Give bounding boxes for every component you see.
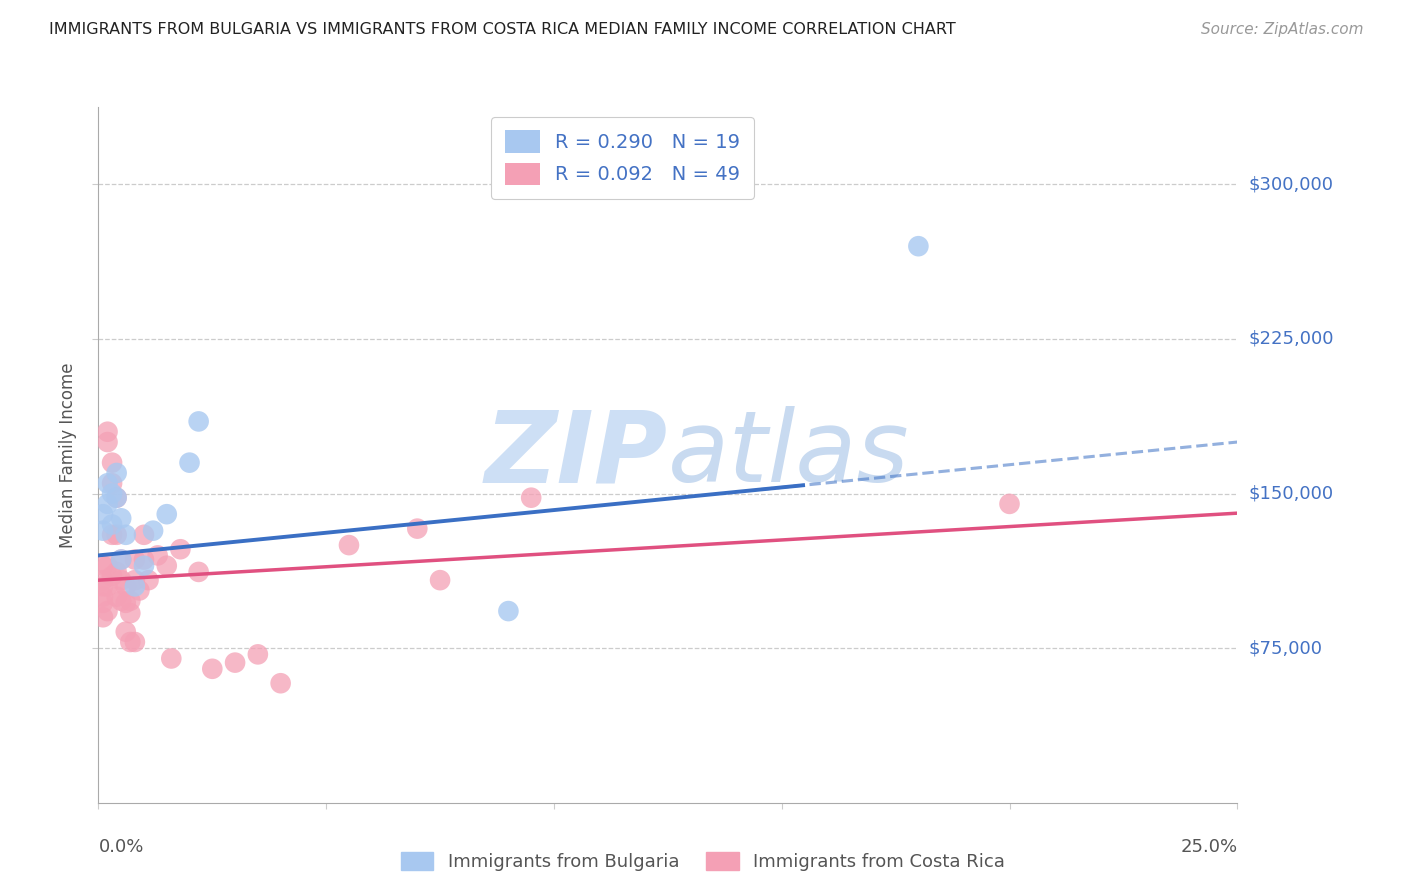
Point: [110, 552, 132, 566]
Point: [132, 558, 155, 573]
Point: [156, 558, 179, 573]
Point: [156, 507, 179, 521]
Point: [105, 565, 128, 579]
Point: [101, 528, 124, 542]
Point: [96, 579, 118, 593]
Point: [179, 456, 201, 470]
Point: [429, 573, 451, 587]
Point: [246, 648, 269, 662]
Point: [201, 662, 224, 676]
Y-axis label: Median Family Income: Median Family Income: [59, 362, 77, 548]
Point: [91, 579, 114, 593]
Point: [124, 579, 146, 593]
Point: [270, 676, 292, 690]
Point: [91, 596, 114, 610]
Point: [187, 414, 209, 428]
Text: Source: ZipAtlas.com: Source: ZipAtlas.com: [1201, 22, 1364, 37]
Point: [101, 517, 124, 532]
Point: [138, 573, 160, 587]
Point: [105, 466, 128, 480]
Point: [105, 590, 128, 604]
Text: 0.0%: 0.0%: [98, 838, 143, 855]
Point: [120, 594, 142, 608]
Point: [142, 524, 165, 538]
Point: [110, 552, 132, 566]
Point: [105, 528, 128, 542]
Point: [124, 573, 146, 587]
Point: [91, 524, 114, 538]
Point: [96, 435, 118, 450]
Text: IMMIGRANTS FROM BULGARIA VS IMMIGRANTS FROM COSTA RICA MEDIAN FAMILY INCOME CORR: IMMIGRANTS FROM BULGARIA VS IMMIGRANTS F…: [49, 22, 956, 37]
Point: [91, 590, 114, 604]
Text: $150,000: $150,000: [1249, 484, 1333, 502]
Point: [110, 573, 132, 587]
Point: [132, 552, 155, 566]
Text: $300,000: $300,000: [1249, 176, 1333, 194]
Point: [120, 635, 142, 649]
Point: [114, 528, 136, 542]
Legend: Immigrants from Bulgaria, Immigrants from Costa Rica: Immigrants from Bulgaria, Immigrants fro…: [394, 845, 1012, 879]
Point: [187, 565, 209, 579]
Point: [124, 552, 146, 566]
Point: [96, 497, 118, 511]
Text: ZIP: ZIP: [485, 407, 668, 503]
Point: [96, 604, 118, 618]
Point: [91, 610, 114, 624]
Legend: R = 0.290   N = 19, R = 0.092   N = 49: R = 0.290 N = 19, R = 0.092 N = 49: [491, 117, 754, 199]
Text: $75,000: $75,000: [1249, 640, 1323, 657]
Point: [101, 476, 124, 491]
Point: [91, 507, 114, 521]
Point: [101, 456, 124, 470]
Text: 25.0%: 25.0%: [1180, 838, 1237, 855]
Point: [110, 511, 132, 525]
Point: [96, 476, 118, 491]
Point: [132, 528, 155, 542]
Point: [114, 596, 136, 610]
Point: [105, 491, 128, 505]
Point: [998, 497, 1021, 511]
Text: atlas: atlas: [668, 407, 910, 503]
Point: [91, 558, 114, 573]
Point: [101, 569, 124, 583]
Point: [96, 425, 118, 439]
Point: [110, 594, 132, 608]
Point: [128, 583, 150, 598]
Point: [114, 579, 136, 593]
Text: $225,000: $225,000: [1249, 330, 1334, 348]
Point: [91, 573, 114, 587]
Point: [160, 651, 183, 665]
Point: [105, 491, 128, 505]
Point: [498, 604, 520, 618]
Point: [406, 522, 429, 536]
Point: [907, 239, 929, 253]
Point: [120, 606, 142, 620]
Point: [96, 558, 118, 573]
Point: [146, 549, 169, 563]
Point: [224, 656, 246, 670]
Point: [337, 538, 360, 552]
Point: [114, 624, 136, 639]
Point: [124, 635, 146, 649]
Point: [101, 486, 124, 500]
Point: [520, 491, 543, 505]
Point: [169, 542, 191, 557]
